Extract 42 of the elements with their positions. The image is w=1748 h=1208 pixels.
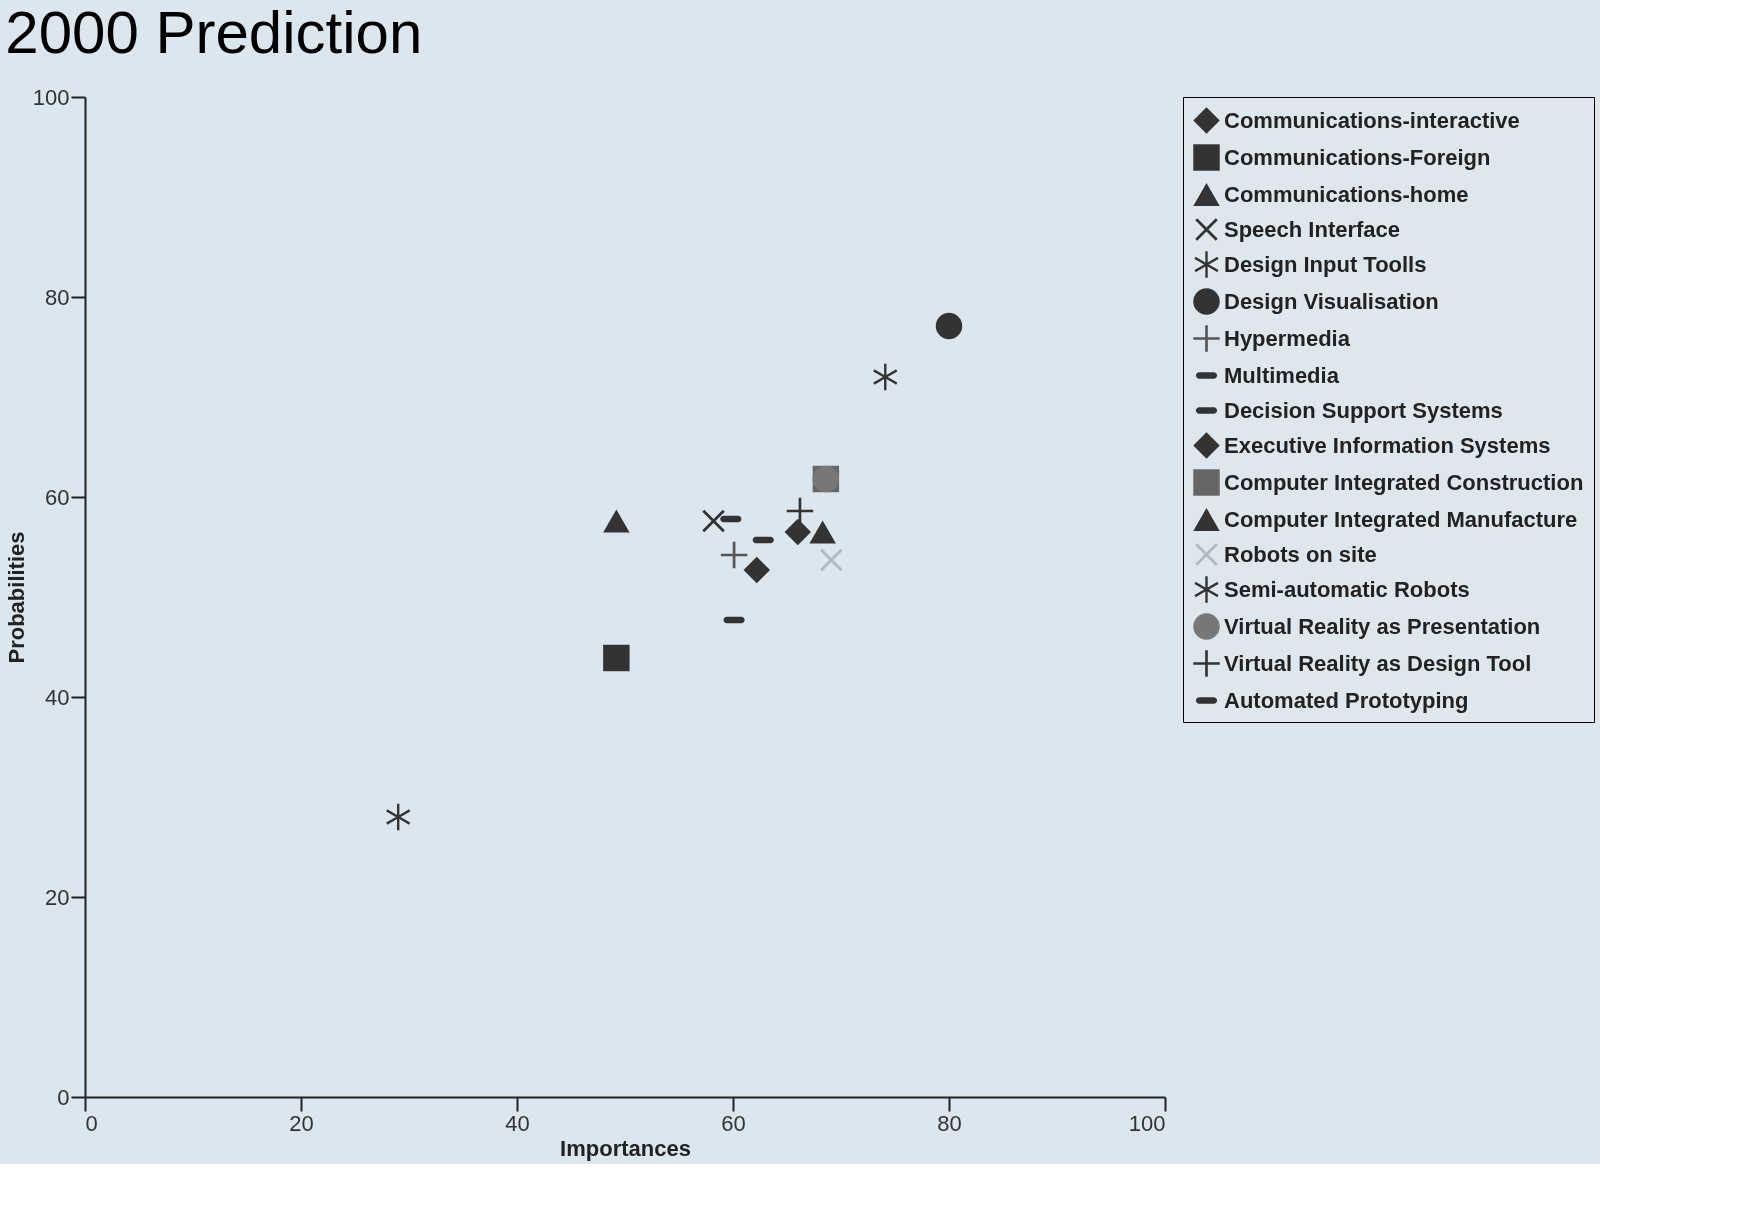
legend-label: Design Visualisation <box>1224 288 1439 314</box>
legend-label: Virtual Reality as Design Tool <box>1224 650 1532 676</box>
y-tick-label: 80 <box>45 284 70 310</box>
y-tick-label: 40 <box>45 684 70 710</box>
legend-label: Semi-automatic Robots <box>1224 576 1470 602</box>
x-tick-label: 20 <box>289 1110 314 1136</box>
legend-label: Communications-Foreign <box>1224 144 1491 170</box>
legend-label: Robots on site <box>1224 541 1377 567</box>
point <box>935 312 963 340</box>
point <box>820 548 843 572</box>
y-tick-label: 20 <box>45 884 70 910</box>
x-tick-label: 100 <box>1128 1110 1166 1136</box>
x-axis-title: Importances <box>560 1135 691 1161</box>
point <box>809 520 836 544</box>
legend-label: Automated Prototyping <box>1224 687 1469 713</box>
x-tick-label: 40 <box>505 1110 530 1136</box>
y-tick-label: 100 <box>32 84 70 110</box>
y-axis-title: Probabilities <box>3 531 29 664</box>
point <box>873 363 898 391</box>
chart-title: 2000 Prediction <box>5 0 423 66</box>
point <box>702 509 725 533</box>
legend-label: Multimedia <box>1224 362 1340 388</box>
point <box>603 509 630 533</box>
legend-label: Virtual Reality as Presentation <box>1224 613 1541 639</box>
x-tick-label: 60 <box>721 1110 746 1136</box>
point <box>743 556 770 584</box>
point <box>386 803 411 831</box>
legend-label: Executive Information Systems <box>1224 432 1551 458</box>
x-tick-label: 80 <box>937 1110 962 1136</box>
point <box>784 518 812 546</box>
legend-label: Hypermedia <box>1224 325 1351 351</box>
legend-label: Communications-interactive <box>1224 107 1520 133</box>
legend-label: Communications-home <box>1224 181 1469 207</box>
x-tick-label: 0 <box>85 1110 98 1136</box>
legend-label: Computer Integrated Construction <box>1224 469 1584 495</box>
legend-label: Decision Support Systems <box>1224 397 1503 423</box>
point <box>603 644 630 672</box>
legend-label: Computer Integrated Manufacture <box>1224 506 1578 532</box>
legend-label: Design Input Toolls <box>1224 251 1427 277</box>
y-tick-label: 0 <box>57 1084 70 1110</box>
y-tick-label: 60 <box>45 484 70 510</box>
legend-label: Speech Interface <box>1224 216 1401 242</box>
